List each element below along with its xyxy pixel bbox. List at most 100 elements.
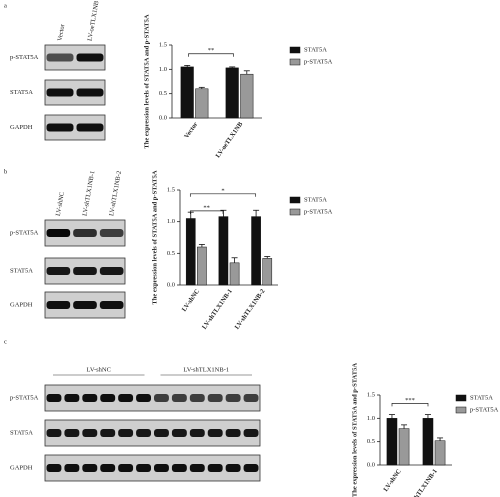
blot-band — [64, 464, 80, 472]
blot-band — [243, 464, 259, 472]
legend-swatch — [289, 196, 301, 204]
y-tick-label: 0.5 — [367, 438, 375, 445]
panel-label: b — [4, 168, 7, 175]
blot-band — [46, 301, 71, 309]
bar — [185, 218, 196, 286]
blot-frame — [44, 419, 261, 447]
blot-band — [243, 394, 259, 402]
legend-swatch — [455, 394, 467, 402]
y-tick-label: 1.0 — [367, 415, 375, 422]
blot-band — [189, 464, 205, 472]
x-tick-label: LV-shNC — [181, 288, 202, 313]
blot-band — [46, 267, 71, 275]
error-bar — [231, 257, 238, 263]
error-bar — [220, 209, 227, 217]
x-tick-label: LV-oeTLX1NB — [215, 120, 245, 159]
blot-band — [100, 464, 116, 472]
blot-band — [46, 88, 74, 97]
blot-band — [136, 429, 151, 437]
legend-swatch — [289, 46, 301, 54]
legend-label: p-STAT5A — [304, 58, 333, 65]
lane-label: Vector — [57, 23, 67, 42]
blot-band — [225, 394, 241, 402]
blot-row-label: STAT5A — [10, 429, 33, 436]
y-tick-label: 1.5 — [367, 391, 375, 398]
bar — [180, 66, 194, 119]
blot-band — [154, 429, 169, 437]
significance-label: ** — [208, 47, 215, 54]
legend-label: p-STAT5A — [304, 208, 333, 215]
blot-band — [154, 464, 169, 472]
blot-band — [118, 429, 134, 437]
y-tick-label: 0.0 — [159, 114, 167, 121]
blot-band — [243, 429, 259, 437]
blot-band — [46, 464, 62, 472]
error-bar — [187, 211, 194, 219]
y-tick-label: 1.0 — [159, 66, 167, 73]
blot-band — [82, 429, 98, 437]
blot-band — [73, 301, 97, 309]
bar — [262, 258, 273, 286]
blot-band — [46, 229, 71, 237]
x-tick-label: LV-shTLX1NB-1 — [201, 288, 234, 331]
error-bar — [388, 414, 395, 419]
legend-swatch — [455, 406, 467, 414]
lane-label: LV-shTLX1NB-2 — [108, 170, 123, 216]
group-label: LV-shNC — [87, 366, 111, 373]
blot-row-label: p-STAT5A — [10, 394, 39, 401]
blot-band — [154, 394, 169, 402]
y-tick-label: 0.0 — [367, 461, 375, 468]
blot-band — [171, 429, 187, 437]
error-bar — [198, 86, 205, 89]
y-axis-label: The expression levels of STAT5A and p-ST… — [151, 170, 158, 304]
blot-band — [46, 394, 62, 402]
y-axis-label: The expression levels of STAT5A and p-ST… — [351, 363, 358, 497]
blot-band — [46, 53, 74, 62]
legend-label: STAT5A — [304, 196, 327, 203]
blot-band — [136, 464, 151, 472]
blot-band — [76, 53, 104, 62]
blot-band — [100, 429, 116, 437]
blot-band — [225, 429, 241, 437]
y-axis-label: The expression levels of STAT5A and p-ST… — [143, 14, 150, 148]
significance-bracket — [391, 403, 429, 407]
significance-bracket — [189, 193, 257, 197]
blot-band — [99, 229, 124, 237]
blot-band — [46, 123, 74, 132]
x-tick-label: Vector — [183, 121, 199, 140]
blot-band — [73, 229, 97, 237]
x-tick-label: LV-shTLX1NB-2 — [234, 288, 267, 331]
bar — [434, 440, 446, 466]
bar — [251, 216, 261, 286]
panel-label: a — [4, 2, 7, 9]
y-tick-label: 0.5 — [167, 250, 175, 257]
error-bar — [184, 65, 191, 67]
blot-band — [207, 429, 223, 437]
y-tick-label: 0.5 — [159, 90, 167, 97]
x-tick-label: LV-shTLX1NB-1 — [406, 468, 439, 497]
y-tick-label: 1.0 — [167, 218, 175, 225]
blot-band — [99, 267, 124, 275]
y-tick-label: 0.0 — [167, 281, 175, 288]
blot-row-label: STAT5A — [10, 89, 33, 96]
bar — [229, 262, 240, 286]
y-tick-label: 1.5 — [159, 41, 167, 48]
lane-label: LV-shTLX1NB-1 — [82, 170, 97, 216]
panel-label: c — [4, 338, 7, 345]
blot-row-label: STAT5A — [10, 267, 33, 274]
significance-bracket — [189, 210, 224, 214]
error-bar — [243, 70, 250, 75]
error-bar — [437, 437, 444, 441]
blot-band — [46, 429, 62, 437]
blot-band — [64, 429, 80, 437]
legend-swatch — [289, 58, 301, 66]
bar — [398, 428, 410, 466]
bar — [422, 418, 434, 466]
blot-row-label: p-STAT5A — [10, 229, 39, 236]
blot-band — [189, 394, 205, 402]
bar — [240, 73, 254, 119]
legend-label: STAT5A — [304, 46, 327, 53]
blot-frame — [44, 384, 261, 412]
blot-band — [207, 464, 223, 472]
